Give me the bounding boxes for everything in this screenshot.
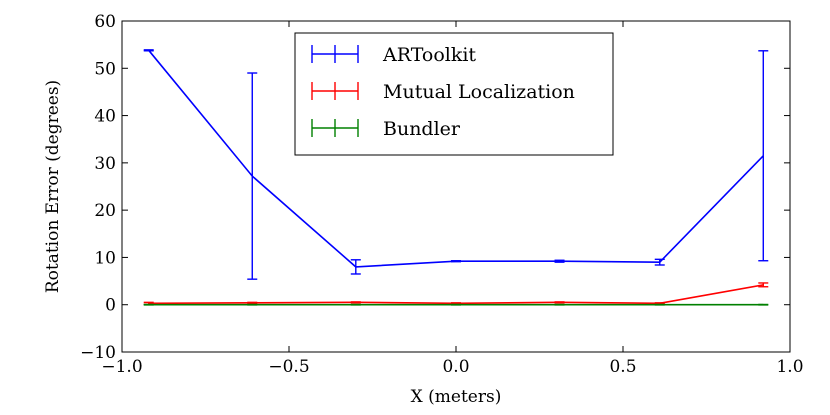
error-bar-artoolkit [554,259,565,263]
error-bar-artoolkit [654,258,665,266]
error-bar-mutual-localization [654,302,665,305]
error-bar-artoolkit [143,49,154,52]
legend-item: Mutual Localization [311,81,575,103]
x-tick-label: 0.5 [609,357,636,377]
y-tick-label: 10 [94,248,116,268]
error-bar-mutual-localization [451,302,461,305]
y-axis-label: Rotation Error (degrees) [43,80,63,293]
error-bar-artoolkit [451,260,461,263]
y-tick-label: 50 [94,59,116,79]
error-bar-artoolkit [350,259,361,275]
legend-label: ARToolkit [382,44,476,66]
legend-label: Mutual Localization [383,81,575,103]
axis-ticks: −1.0 −0.5 0.0 0.5 1.0 −10 0 10 20 30 40 50 60 [80,12,803,377]
y-tick-label: 0 [105,296,116,316]
series-mutual-localization [143,282,769,305]
error-bar-mutual-localization [554,301,565,304]
series-artoolkit [143,49,769,280]
legend-item: ARToolkit [311,44,476,66]
series-line-mutual-localization [148,284,764,305]
y-tick-label: 30 [94,154,116,174]
y-tick-label: 40 [94,107,116,127]
x-tick-label: −0.5 [268,357,309,377]
legend-label: Bundler [383,118,461,140]
error-bar-mutual-localization [350,301,361,304]
y-tick-label: 60 [94,12,116,32]
error-bar-artoolkit [247,72,258,280]
x-axis-label: X (meters) [411,387,502,407]
x-tick-label: −1.0 [101,357,142,377]
y-tick-label: −10 [80,343,116,363]
legend-item: Bundler [311,118,461,140]
x-tick-label: 1.0 [776,357,803,377]
error-bar-artoolkit [758,50,769,262]
y-tick-label: 20 [94,201,116,221]
error-bar-mutual-localization [758,282,769,288]
chart-marks [143,49,769,306]
x-tick-label: 0.0 [442,357,469,377]
error-bar-mutual-localization [247,301,258,304]
legend: ARToolkit Mutual Localization Bundler [294,32,614,156]
